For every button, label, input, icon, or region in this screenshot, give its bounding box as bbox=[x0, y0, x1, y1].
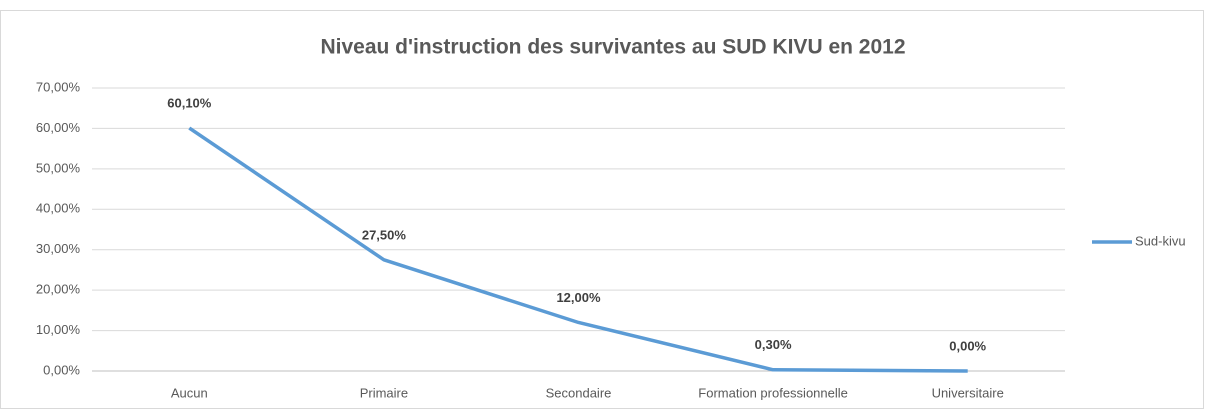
y-tick-label: 50,00% bbox=[36, 160, 81, 175]
y-tick-label: 60,00% bbox=[36, 120, 81, 135]
x-tick-label: Secondaire bbox=[546, 385, 612, 400]
y-tick-label: 20,00% bbox=[36, 282, 81, 297]
y-tick-label: 10,00% bbox=[36, 322, 81, 337]
legend-label: Sud-kivu bbox=[1135, 233, 1186, 248]
chart-title: Niveau d'instruction des survivantes au … bbox=[320, 36, 905, 59]
y-tick-label: 70,00% bbox=[36, 79, 81, 94]
data-label: 27,50% bbox=[362, 227, 407, 242]
data-label: 60,10% bbox=[167, 95, 212, 110]
x-tick-label: Formation professionnelle bbox=[698, 385, 848, 400]
x-tick-label: Aucun bbox=[171, 385, 208, 400]
data-label: 0,30% bbox=[755, 337, 792, 352]
data-label: 12,00% bbox=[556, 290, 601, 305]
x-tick-label: Primaire bbox=[360, 385, 408, 400]
x-tick-label: Universitaire bbox=[932, 385, 1004, 400]
data-line bbox=[188, 126, 968, 373]
y-tick-label: 40,00% bbox=[36, 201, 81, 216]
data-label: 0,00% bbox=[949, 338, 986, 353]
y-tick-label: 30,00% bbox=[36, 241, 81, 256]
y-tick-label: 0,00% bbox=[43, 362, 80, 377]
